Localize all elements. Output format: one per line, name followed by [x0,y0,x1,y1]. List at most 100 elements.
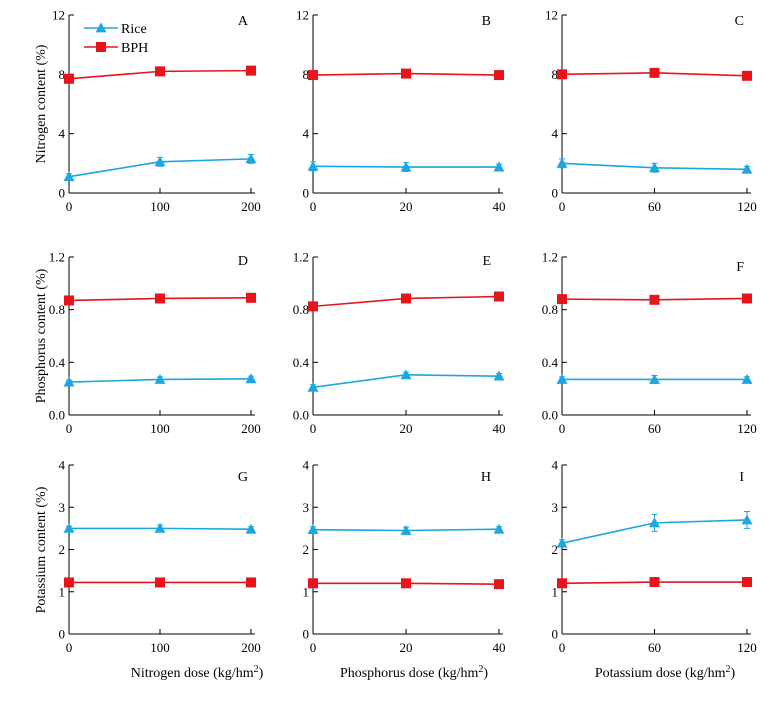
rice-point [493,523,505,534]
y-tick-label: 0.8 [293,302,309,317]
panel-letter: I [739,470,744,485]
panel-d: 0.0 0.4 0.8 1.2 0 100 200 D [49,250,261,437]
x-tick-label: 0 [66,640,73,655]
bph-point [155,66,165,77]
x-tick-label: 120 [737,640,757,655]
y-tick-label: 1.2 [49,250,65,265]
rice-point [741,373,753,384]
bph-point [494,70,504,81]
rice-point [154,156,166,167]
panel-letter: E [482,254,491,269]
rice-point [556,373,568,384]
rice-point [245,153,257,164]
x-tick-label: 0 [310,421,317,436]
rice-point [307,381,319,392]
y-tick-label: 0.4 [542,355,559,370]
x-axis-label: Phosphorus dose (kg/hm2) [340,664,488,681]
y-tick-label: 3 [552,500,559,515]
panel-letter: C [735,14,744,29]
x-tick-label: 40 [493,199,506,214]
x-tick-label: 20 [400,421,413,436]
y-tick-label: 12 [296,8,309,23]
y-tick-label: 0.4 [293,355,310,370]
legend-rice-marker [95,22,107,33]
y-tick-label: 0 [552,186,559,201]
x-tick-label: 20 [400,199,413,214]
x-tick-label: 60 [648,421,661,436]
x-tick-label: 60 [648,640,661,655]
y-tick-label: 4 [552,458,559,473]
bph-point [557,578,567,589]
bph-point [308,578,318,589]
rice-point [649,517,660,528]
x-tick-label: 100 [150,199,170,214]
bph-point [246,577,256,588]
x-tick-label: 60 [648,199,661,214]
x-tick-label: 0 [559,421,566,436]
x-tick-label: 120 [737,421,757,436]
bph-point [246,65,256,76]
bph-point [557,69,567,80]
x-tick-label: 0 [66,421,73,436]
y-tick-label: 4 [59,458,66,473]
panel-letter: H [481,470,491,485]
y-tick-label: 1 [303,584,310,599]
x-tick-label: 0 [559,199,566,214]
y-tick-label: 0 [303,186,310,201]
bph-point [494,291,504,302]
x-tick-label: 40 [493,421,506,436]
y-tick-label: 0 [552,627,559,642]
x-tick-label: 120 [737,199,757,214]
bph-point [742,70,752,81]
y-tick-label: 2 [59,542,66,557]
y-tick-label: 3 [303,500,310,515]
y-tick-label: 4 [303,458,310,473]
rice-point [556,537,568,548]
panel-letter: B [482,14,491,29]
y-tick-label: 0 [303,627,310,642]
y-tick-label: 2 [303,542,310,557]
rice-point [307,160,319,171]
y-tick-label: 0.8 [49,302,65,317]
y-tick-label: 4 [303,126,310,141]
y-tick-label: 0.0 [542,408,558,423]
x-tick-label: 100 [150,421,170,436]
x-tick-label: 0 [310,199,317,214]
rice-point [400,161,412,172]
panel-f: 0.0 0.4 0.8 1.2 0 60 120 F [542,250,757,437]
y-tick-label: 8 [552,67,559,82]
legend: Rice BPH [84,22,148,56]
bph-point [308,301,318,312]
y-axis-label: Potassium content (%) [34,486,49,613]
bph-point [494,579,504,590]
x-tick-label: 0 [310,640,317,655]
rice-point [649,162,660,173]
rice-point [556,157,568,168]
bph-point [308,70,318,81]
legend-bph-label: BPH [121,41,148,56]
bph-point [401,578,411,589]
rice-point [493,161,505,172]
y-tick-label: 0.0 [293,408,309,423]
legend-rice-label: Rice [121,22,147,37]
panel-a: 0 4 8 12 0 100 200 A [52,8,261,215]
panel-letter: G [238,470,248,485]
bph-point [155,293,165,304]
y-tick-label: 1 [59,584,66,599]
x-axis-label: Potassium dose (kg/hm2) [595,664,736,681]
rice-point [741,514,753,525]
bph-point [64,73,74,84]
rice-point [400,524,412,535]
y-tick-label: 12 [52,8,65,23]
panel-letter: F [736,260,744,275]
x-axis-label: Nitrogen dose (kg/hm2) [131,664,264,681]
legend-bph-marker [96,42,106,52]
x-tick-label: 200 [241,199,261,214]
y-tick-label: 3 [59,500,66,515]
x-tick-label: 100 [150,640,170,655]
rice-point [741,163,753,174]
y-tick-label: 1.2 [293,250,309,265]
